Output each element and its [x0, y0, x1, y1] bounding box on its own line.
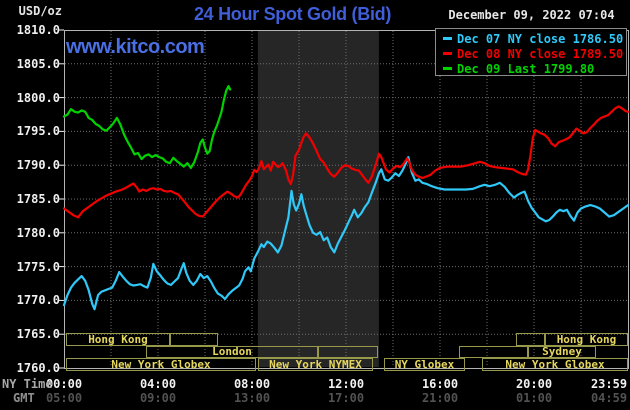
- x-axis-label-ny: 23:59: [590, 377, 628, 391]
- chart-datetime: December 09, 2022 07:04: [448, 8, 615, 22]
- chart-title: 24 Hour Spot Gold (Bid): [193, 4, 392, 24]
- session-box-new-york-globex: New York Globex: [482, 358, 628, 371]
- session-box-empty: [516, 333, 545, 346]
- x-axis-label-gmt: 21:00: [421, 391, 459, 405]
- session-box-hong-kong: Hong Kong: [545, 333, 628, 346]
- session-box-london: London: [146, 345, 318, 358]
- x-axis-label-gmt: 05:00: [45, 391, 83, 405]
- series-line-dec08: [62, 105, 630, 219]
- plot-frame: [64, 30, 629, 369]
- session-box-empty: [318, 345, 378, 358]
- session-box-sydney: Sydney: [528, 345, 596, 358]
- y-axis-label: 1795.0: [16, 124, 60, 139]
- x-axis-label-gmt: 01:00: [515, 391, 553, 405]
- y-axis-label: 1770.0: [16, 293, 60, 308]
- nymex-session-shading: [257, 31, 379, 367]
- y-axis-label: 1810.0: [16, 23, 60, 37]
- y-axis-label: 1785.0: [16, 192, 60, 206]
- series-line-dec09: [62, 84, 232, 169]
- session-box-ny-globex: NY Globex: [384, 358, 465, 371]
- x-axis-label-ny: 00:00: [45, 377, 83, 391]
- y-axis-label: 1780.0: [16, 225, 60, 240]
- dec07-line-swatch-icon: [443, 37, 452, 40]
- legend-label-dec07: Dec 07 NY close 1786.50: [457, 31, 624, 46]
- x-axis-label-gmt: 13:00: [233, 391, 271, 405]
- x-axis-label-ny: 08:00: [233, 377, 271, 391]
- x-axis-label-gmt: 17:00: [327, 391, 365, 405]
- session-box-empty: [170, 333, 218, 346]
- legend-label-dec09: Dec 09 Last 1799.80: [457, 61, 595, 76]
- y-axis-label: 1800.0: [16, 90, 60, 105]
- x-axis-label-ny: 12:00: [327, 377, 365, 391]
- dec09-line-swatch-icon: [443, 67, 452, 70]
- x-axis-label-gmt: 04:59: [590, 391, 628, 405]
- y-axis-label: 1765.0: [16, 327, 60, 342]
- x-axis-label-ny: 20:00: [515, 377, 553, 391]
- y-axis-unit-label: USD/oz: [18, 4, 62, 18]
- session-box-hong-kong: Hong Kong: [66, 333, 170, 346]
- legend-item-dec08: Dec 08 NY close 1789.50: [443, 46, 626, 61]
- x-axis-label-ny: 04:00: [139, 377, 177, 391]
- x-axis-label-gmt: 09:00: [139, 391, 177, 405]
- session-box-empty: [459, 345, 528, 358]
- x-axis-name-ny-time: NY Time: [2, 377, 53, 391]
- x-axis-label-ny: 16:00: [421, 377, 459, 391]
- legend-item-dec09: Dec 09 Last 1799.80: [443, 61, 626, 76]
- y-axis-label: 1760.0: [16, 361, 60, 375]
- session-box-new-york-nymex: New York NYMEX: [258, 358, 373, 371]
- dec08-line-swatch-icon: [443, 52, 452, 55]
- legend-label-dec08: Dec 08 NY close 1789.50: [457, 46, 624, 61]
- legend-item-dec07: Dec 07 NY close 1786.50: [443, 31, 626, 46]
- x-axis-name-gmt: GMT: [13, 391, 35, 405]
- kitco-watermark: www.kitco.com: [66, 36, 205, 58]
- series-line-dec07: [62, 156, 630, 311]
- y-axis-label: 1775.0: [16, 259, 60, 274]
- session-box-new-york-globex: New York Globex: [66, 358, 256, 371]
- y-axis-label: 1805.0: [16, 56, 60, 71]
- legend-box: Dec 07 NY close 1786.50 Dec 08 NY close …: [435, 28, 627, 76]
- y-axis-label: 1790.0: [16, 158, 60, 173]
